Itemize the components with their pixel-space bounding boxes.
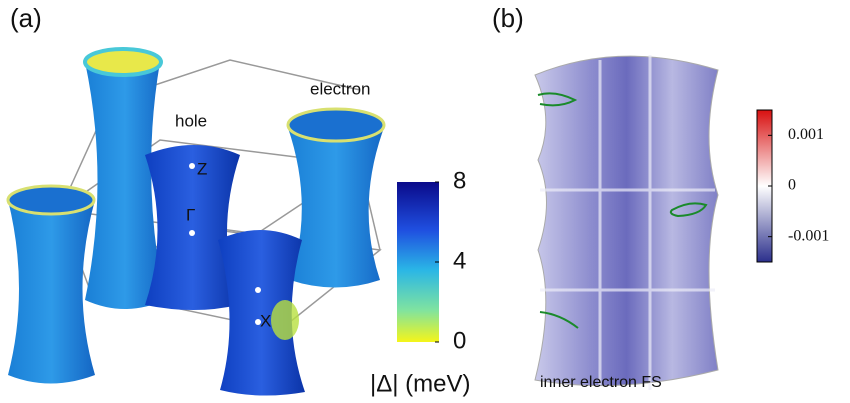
colorbar-tick-label: 8 (453, 167, 466, 194)
caption: inner electron FS (540, 374, 662, 391)
annotation: Γ (186, 205, 195, 224)
k-point (189, 163, 195, 169)
annotation: hole (175, 111, 207, 130)
colorbar-tick-label: -0.001 (788, 227, 829, 244)
annotation: electron (310, 79, 370, 98)
colorbar (397, 182, 439, 342)
panel-label: (b) (492, 3, 524, 33)
annotation: X (260, 311, 271, 330)
electron-surface (8, 190, 95, 384)
k-point (255, 287, 261, 293)
surface-rim (85, 49, 161, 75)
fermi-surface-b (535, 55, 718, 390)
hole-surface (145, 145, 240, 310)
panel-label: (a) (10, 3, 42, 33)
colorbar-tick-label: 4 (453, 247, 466, 274)
fermi-surfaces (8, 49, 385, 396)
colorbar-tick-label: 0 (788, 177, 796, 194)
k-point (189, 230, 195, 236)
colorbar-label: |Δ| (meV) (370, 370, 471, 397)
surface-rim (8, 186, 94, 214)
surface-rim (288, 109, 384, 141)
colorbar-tick-label: 0 (453, 327, 466, 354)
figure: (a) (b) hole electron Z Γ X |Δ| (meV) (0, 0, 850, 403)
annotation: Z (197, 159, 207, 178)
colorbar-tick-label: 0.001 (788, 126, 824, 143)
gap-minimum (271, 300, 299, 340)
